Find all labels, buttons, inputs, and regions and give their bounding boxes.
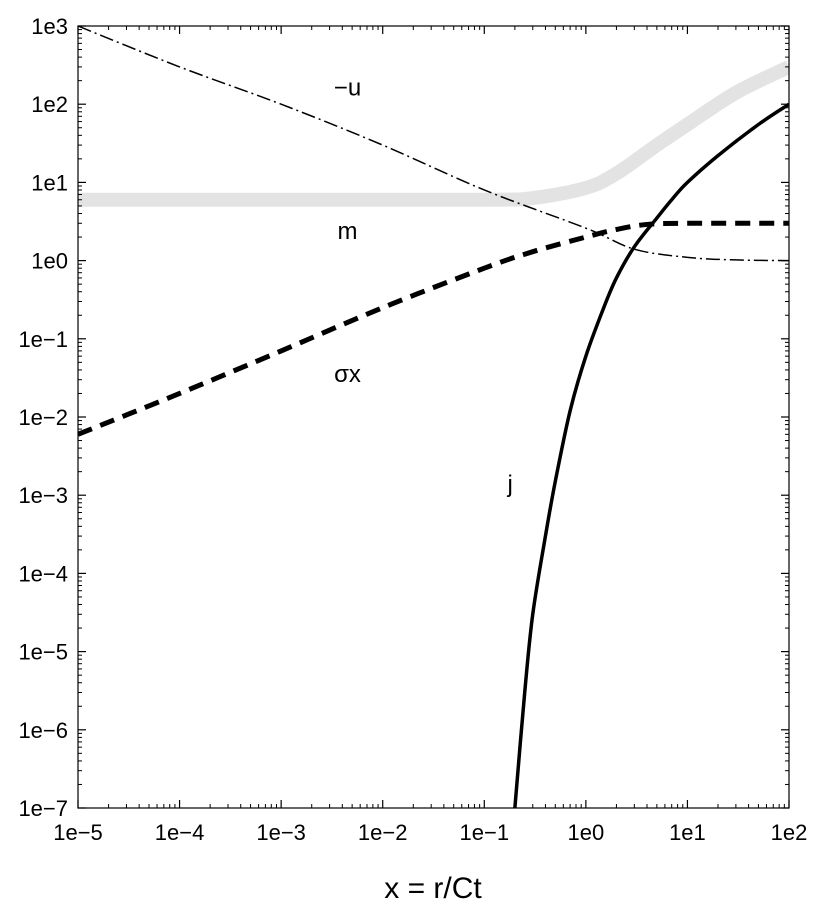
y-tick-label: 1e2 bbox=[31, 92, 68, 117]
y-tick-label: 1e−2 bbox=[18, 405, 68, 430]
x-tick-label: 1e−4 bbox=[155, 820, 205, 845]
y-tick-label: 1e−5 bbox=[18, 640, 68, 665]
y-tick-label: 1e0 bbox=[31, 249, 68, 274]
labels-layer: 1e−5 1e−4 1e−3 1e−2 1e−1 1e0 1e1 1e2 1e−7 1e−6 1e−… bbox=[18, 14, 807, 845]
curve-label: −u bbox=[334, 74, 361, 101]
x-tick-label: 1e0 bbox=[567, 820, 604, 845]
y-tick-label: 1e−3 bbox=[18, 483, 68, 508]
curve-label: σx bbox=[334, 361, 361, 388]
x-tick-label: 1e−5 bbox=[53, 820, 103, 845]
y-tick-label: 1e−4 bbox=[18, 561, 68, 586]
series-line-thick-dashed bbox=[78, 220, 789, 437]
x-tick-label: 1e−3 bbox=[256, 820, 306, 845]
y-tick-label: 1e−1 bbox=[18, 327, 68, 352]
y-tick-label: 1e−6 bbox=[18, 718, 68, 743]
series-line-dash-dot bbox=[78, 26, 789, 262]
x-tick-label: 1e2 bbox=[771, 820, 808, 845]
y-tick-label: 1e3 bbox=[31, 14, 68, 39]
y-tick-label: 1e1 bbox=[31, 170, 68, 195]
plot-frame bbox=[77, 25, 790, 809]
series-line-solid bbox=[513, 102, 789, 808]
x-axis-title: x = r/Ct bbox=[384, 872, 482, 905]
curve-label: m bbox=[337, 218, 357, 245]
ticks-layer bbox=[77, 25, 790, 809]
series-layer bbox=[78, 26, 789, 808]
curve-label: j bbox=[507, 471, 513, 498]
x-tick-label: 1e−2 bbox=[358, 820, 408, 845]
y-tick-label: 1e−7 bbox=[18, 796, 68, 821]
x-tick-label: 1e1 bbox=[669, 820, 706, 845]
x-tick-label: 1e−1 bbox=[460, 820, 510, 845]
series-line-thick-light-gray bbox=[78, 60, 789, 207]
